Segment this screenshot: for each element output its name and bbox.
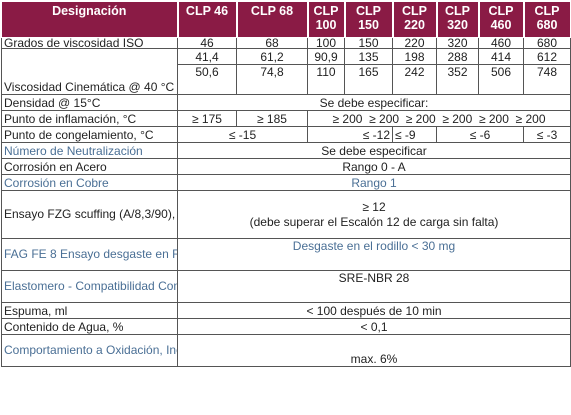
fzg-note: (debe superar el Escalón 12 de carga sin… bbox=[249, 214, 499, 229]
table-row: Punto de inflamación, °C ≥ 175 ≥ 185 ≥ 2… bbox=[1, 110, 571, 127]
viscosity-max: 110 bbox=[307, 64, 345, 95]
iso-value: 100 bbox=[307, 37, 345, 49]
table-row: Comportamiento a Oxidación, Incremento V… bbox=[1, 334, 571, 367]
neutralization-value: Se debe especificar bbox=[177, 142, 571, 159]
pour-point-value: ≤ -15 bbox=[177, 126, 308, 143]
fag-value: Desgaste en el rodillo < 30 mg bbox=[177, 238, 571, 271]
iso-value: 150 bbox=[344, 37, 393, 49]
water-value: < 0,1 bbox=[177, 318, 571, 335]
specifications-table: Designación CLP 46 CLP 68 CLP 100 CLP 15… bbox=[1, 1, 571, 367]
fzg-value-cell: ≥ 12 (debe superar el Escalón 12 de carg… bbox=[177, 190, 571, 239]
foam-label: Espuma, ml bbox=[1, 302, 178, 319]
flash-point-label: Punto de inflamación, °C bbox=[1, 110, 178, 127]
table-row: Viscosidad Cinemática @ 40 °C 41,4 61,2 … bbox=[1, 48, 571, 95]
oxidation-label: Comportamiento a Oxidación, Incremento V… bbox=[1, 334, 178, 367]
density-value: Se debe especificar: bbox=[177, 94, 571, 111]
fzg-value: ≥ 12 bbox=[362, 199, 386, 214]
table-row: Grados de viscosidad ISO 46 68 100 150 2… bbox=[1, 37, 571, 49]
grade-header: CLP 68 bbox=[236, 1, 309, 38]
viscosity-max: 506 bbox=[478, 64, 524, 95]
iso-label: Grados de viscosidad ISO bbox=[1, 37, 178, 49]
pour-point-value: ≤ -9 bbox=[392, 126, 437, 143]
foam-value: < 100 después de 10 min bbox=[177, 302, 571, 319]
flash-point-value: ≥ 175 bbox=[177, 110, 237, 127]
neutralization-label: Número de Neutralización bbox=[1, 142, 178, 159]
viscosity-min: 41,4 bbox=[177, 48, 237, 65]
flash-point-value: ≥ 200 ≥ 200 ≥ 200 ≥ 200 ≥ 200 ≥ 200 bbox=[307, 110, 571, 127]
water-label: Contenido de Agua, % bbox=[1, 318, 178, 335]
viscosity-min: 90,9 bbox=[307, 48, 345, 65]
designation-header: Designación bbox=[1, 1, 179, 38]
table-row: 50,6 74,8 110 165 242 352 506 748 bbox=[2, 64, 571, 95]
iso-value: 68 bbox=[236, 37, 308, 49]
grade-header: CLP 680 bbox=[523, 1, 571, 38]
oxidation-value: max. 6% bbox=[177, 334, 571, 367]
flash-point-value: ≥ 185 bbox=[236, 110, 308, 127]
viscosity-max: 50,6 bbox=[177, 64, 237, 95]
viscosity-min: 61,2 bbox=[236, 48, 308, 65]
density-label: Densidad @ 15°C bbox=[1, 94, 178, 111]
pour-point-label: Punto de congelamiento, °C bbox=[1, 126, 178, 143]
copper-corrosion-label: Corrosión en Cobre bbox=[1, 174, 178, 191]
table-row: Espuma, ml < 100 después de 10 min bbox=[1, 302, 571, 319]
viscosity-label: Viscosidad Cinemática @ 40 °C bbox=[1, 48, 178, 95]
iso-value: 460 bbox=[478, 37, 524, 49]
iso-value: 320 bbox=[436, 37, 479, 49]
pour-point-value: ≤ -3 bbox=[523, 126, 571, 143]
iso-value: 46 bbox=[177, 37, 237, 49]
steel-corrosion-value: Rango 0 - A bbox=[177, 158, 571, 175]
viscosity-max: 748 bbox=[523, 64, 571, 95]
grade-header: CLP 320 bbox=[436, 1, 480, 38]
table-row: Corrosión en Acero Rango 0 - A bbox=[1, 158, 571, 175]
iso-value: 680 bbox=[523, 37, 571, 49]
pour-point-value: ≤ -12 bbox=[307, 126, 393, 143]
viscosity-min: 414 bbox=[478, 48, 524, 65]
pour-point-value: ≤ -6 bbox=[436, 126, 524, 143]
table-row: Punto de congelamiento, °C ≤ -15 ≤ -12 ≤… bbox=[1, 126, 571, 143]
copper-corrosion-value: Rango 1 bbox=[177, 174, 571, 191]
elastomer-label: Elastomero - Compatibilidad Comportamien… bbox=[1, 270, 178, 303]
viscosity-max: 352 bbox=[436, 64, 479, 95]
viscosity-min: 198 bbox=[392, 48, 437, 65]
table-row: Ensayo FZG scuffing (A/8,3/90), Escalón … bbox=[1, 190, 571, 239]
table-row: Contenido de Agua, % < 0,1 bbox=[1, 318, 571, 335]
fag-label: FAG FE 8 Ensayo desgaste en Rodamiento bbox=[1, 238, 178, 271]
table-row: Elastomero - Compatibilidad Comportamien… bbox=[1, 270, 571, 303]
viscosity-max: 165 bbox=[344, 64, 393, 95]
steel-corrosion-label: Corrosión en Acero bbox=[1, 158, 178, 175]
iso-value: 220 bbox=[392, 37, 437, 49]
table-row: Corrosión en Cobre Rango 1 bbox=[1, 174, 571, 191]
viscosity-max: 242 bbox=[392, 64, 437, 95]
table-row: Densidad @ 15°C Se debe especificar: bbox=[1, 94, 571, 111]
grade-header: CLP 46 bbox=[177, 1, 238, 38]
grade-header: CLP 100 bbox=[307, 1, 346, 38]
grade-header: CLP 220 bbox=[392, 1, 438, 38]
elastomer-value: SRE-NBR 28 bbox=[177, 270, 571, 303]
viscosity-max: 74,8 bbox=[236, 64, 308, 95]
viscosity-min: 612 bbox=[523, 48, 571, 65]
table-row: FAG FE 8 Ensayo desgaste en Rodamiento D… bbox=[1, 238, 571, 271]
fzg-label: Ensayo FZG scuffing (A/8,3/90), Escalón … bbox=[1, 190, 178, 239]
viscosity-min: 288 bbox=[436, 48, 479, 65]
grade-header: CLP 460 bbox=[478, 1, 525, 38]
viscosity-min: 135 bbox=[344, 48, 393, 65]
header-row: Designación CLP 46 CLP 68 CLP 100 CLP 15… bbox=[1, 1, 571, 38]
grade-header: CLP 150 bbox=[344, 1, 394, 38]
table-row: Número de Neutralización Se debe especif… bbox=[1, 142, 571, 159]
